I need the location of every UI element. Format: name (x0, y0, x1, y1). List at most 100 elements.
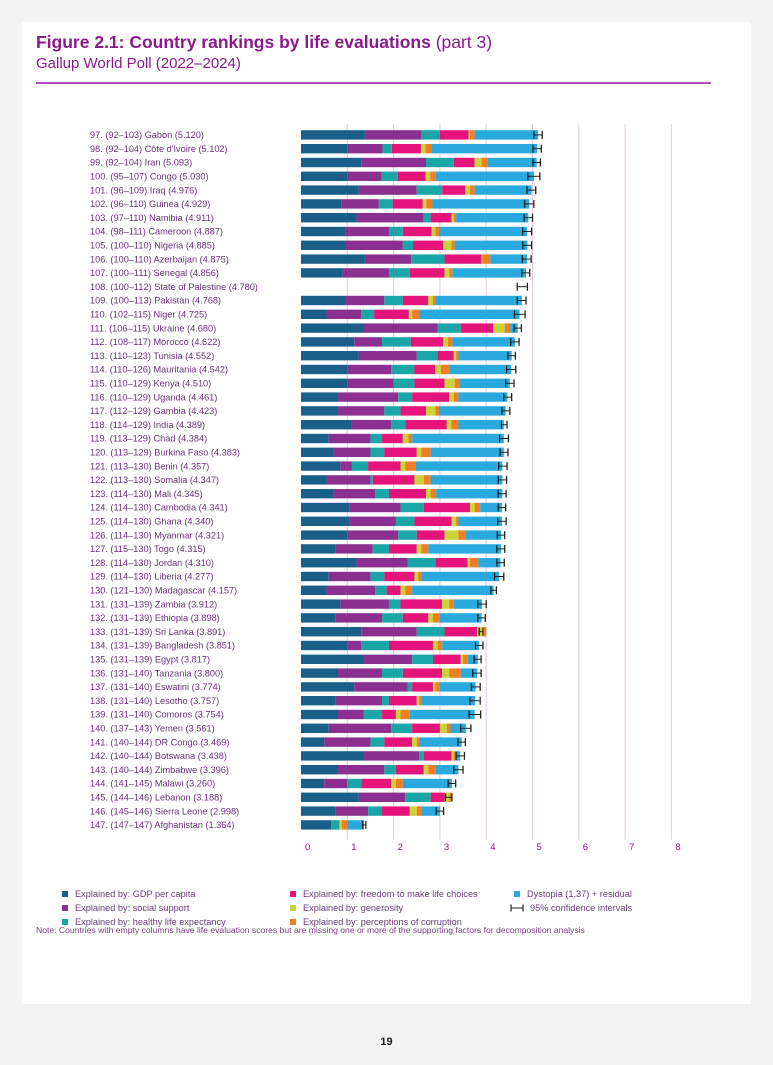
bar-segment-dystopia (438, 226, 527, 237)
bar-segment-freedom (400, 599, 443, 609)
row-label: 124. (114–130) Cambodia (4.341) (90, 503, 228, 513)
legend-label-dystopia: Dystopia (1.37) + residual (527, 889, 632, 899)
bar-segment-gdp (301, 640, 348, 651)
bar-segment-dystopia (439, 613, 482, 623)
row-label: 117. (112–129) Gambia (4.423) (90, 406, 217, 416)
bar-segment-corruption (449, 599, 454, 609)
bar-segment-corruption (469, 558, 479, 568)
bar-segment-health (384, 406, 401, 416)
bar-segment-freedom (388, 544, 417, 554)
bar-segment-social (347, 530, 399, 540)
bar-segment-social (326, 475, 371, 485)
bar-segment-corruption (456, 351, 459, 361)
bar-segment-freedom (412, 682, 433, 692)
legend-label-gdp: Explained by: GDP per capita (75, 889, 196, 899)
bar-segment-gdp (301, 309, 327, 319)
bar-segment-social (326, 585, 376, 595)
figure-title-part: (part 3) (435, 32, 493, 52)
bar-segment-gdp (301, 806, 336, 816)
bar-segment-gdp (301, 516, 350, 526)
bar-segment-health (426, 157, 454, 168)
bar-segment-freedom (388, 640, 433, 651)
bar-segment-dystopia (419, 309, 520, 319)
legend-swatch-dystopia (514, 891, 520, 897)
bar-segment-health (400, 502, 424, 513)
bar-segment-dystopia (474, 185, 532, 195)
bar-segment-gdp (301, 364, 348, 375)
x-tick-label: 4 (490, 842, 495, 853)
row-label: 133. (131–139) Sri Lanka (3.891) (90, 627, 225, 637)
bar-segment-gdp (301, 406, 339, 416)
bar-segment-corruption (430, 489, 437, 499)
bar-segment-corruption (482, 254, 491, 264)
bar-segment-gdp (301, 213, 357, 223)
bar-segment-corruption (425, 144, 432, 154)
bar-segment-gdp (301, 737, 325, 747)
bar-segment-freedom (384, 447, 417, 457)
bar-segment-dystopia (421, 696, 476, 706)
bar-segment-social (363, 751, 420, 761)
bar-segment-gdp (301, 392, 339, 402)
bar-segment-generosity (409, 806, 417, 816)
bar-segment-freedom (372, 475, 415, 485)
bar-segment-dystopia (458, 392, 508, 402)
bar-segment-social (356, 213, 424, 223)
row-label: 135. (131–139) Egypt (3.817) (90, 655, 210, 665)
legend-swatch-freedom (290, 891, 296, 897)
bar-segment-social (347, 144, 383, 154)
bar-segment-corruption (435, 406, 439, 416)
bar-segment-social (340, 461, 352, 471)
bar-segment-gdp (301, 502, 350, 513)
figure-title-bold: Figure 2.1: Country rankings by life eva… (36, 32, 431, 52)
legend-swatch-health (62, 919, 68, 925)
bar-segment-freedom (444, 254, 482, 264)
legend-generosity: Explained by: generosity (290, 903, 403, 913)
bar-segment-dystopia (402, 778, 452, 789)
bar-segment-dystopia (450, 723, 466, 733)
bar-segment-gdp (301, 558, 357, 568)
bar-segment-health (370, 475, 373, 485)
row-label: 107. (100–111) Senegal (4.856) (90, 268, 219, 278)
bar-segment-generosity (465, 185, 470, 195)
bar-segment-social (363, 654, 413, 664)
bar-segment-social (338, 709, 364, 720)
row-label: 136. (131–140) Tanzania (3.800) (90, 668, 223, 678)
bar-segment-dystopia (435, 765, 459, 775)
bar-segment-corruption (430, 171, 436, 181)
bar-segment-health (368, 806, 383, 816)
bar-segment-dystopia (452, 268, 527, 278)
row-label: 146. (145–146) Sierra Leone (2.998) (90, 806, 239, 816)
bar-segment-freedom (384, 571, 415, 582)
bar-segment-corruption (428, 765, 436, 775)
bar-segment-generosity (444, 268, 450, 278)
bar-segment-dystopia (453, 599, 483, 609)
row-label: 143. (140–144) Zimbabwe (3.396) (90, 765, 229, 775)
footnote: Note: Countries with empty columns have … (36, 925, 585, 935)
row-label: 106. (100–110) Azerbaijan (4.875) (90, 254, 229, 264)
bar-segment-generosity (426, 489, 431, 499)
row-label: 111. (106–115) Ukraine (4.680) (90, 323, 216, 333)
bar-segment-gdp (301, 254, 365, 264)
x-tick-label: 1 (351, 842, 356, 853)
bar-segment-social (333, 447, 371, 457)
bar-segment-dystopia (487, 157, 537, 168)
row-label: 109. (100–113) Pakistan (4.768) (90, 296, 221, 306)
bar-segment-corruption (416, 737, 420, 747)
bar-segment-health (384, 295, 403, 306)
bar-segment-freedom (361, 778, 392, 789)
bar-segment-dystopia (490, 254, 527, 264)
bar-segment-dystopia (347, 820, 364, 830)
x-tick-label: 7 (629, 842, 634, 853)
bar-segment-health (437, 323, 461, 333)
bar-segment-corruption (451, 240, 455, 250)
bar-segment-generosity (451, 751, 454, 761)
bar-segment-generosity (414, 475, 424, 485)
x-tick-label: 5 (537, 842, 542, 853)
legend-social: Explained by: social support (62, 903, 189, 913)
bar-segment-corruption (437, 640, 443, 651)
bar-segment-generosity (426, 406, 436, 416)
bar-segment-social (338, 392, 399, 402)
bar-segment-dystopia (467, 654, 478, 664)
bar-segment-freedom (437, 351, 454, 361)
bar-segment-gdp (301, 723, 329, 733)
